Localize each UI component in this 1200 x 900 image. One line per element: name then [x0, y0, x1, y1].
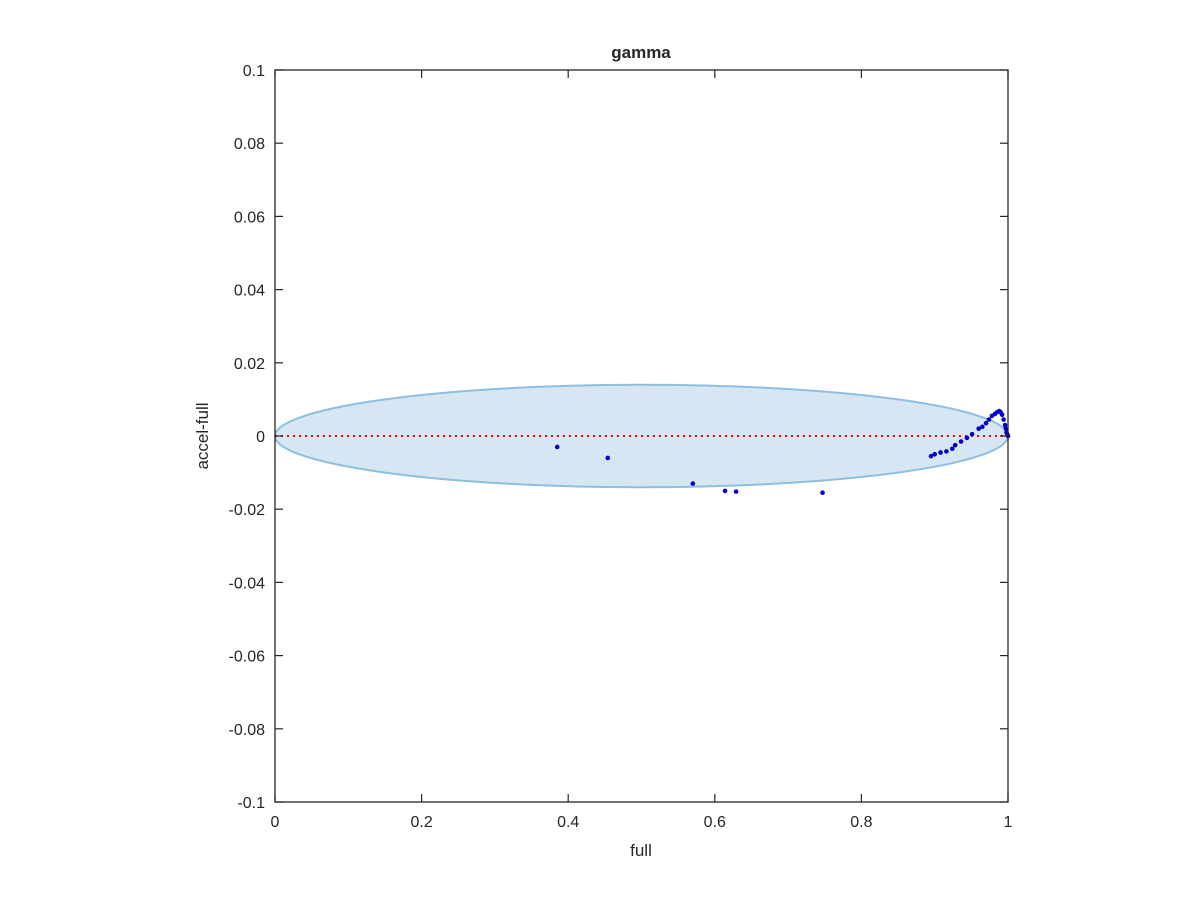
data-point — [1001, 417, 1006, 422]
y-tick-label: 0.08 — [234, 136, 265, 153]
data-point — [964, 435, 970, 441]
y-tick-label: 0.04 — [234, 283, 265, 300]
x-tick-label: 0.2 — [410, 814, 432, 831]
data-point — [928, 453, 934, 459]
data-point — [820, 490, 825, 496]
points-layer — [554, 408, 1011, 496]
data-point — [605, 455, 611, 461]
chart-title: gamma — [611, 43, 671, 62]
x-tick-label: 0.4 — [557, 814, 579, 831]
y-tick-labels: -0.1 -0.08 -0.06 -0.04 -0.02 0 0.02 0.04 0.06 0.0… — [229, 63, 266, 812]
x-tick-labels: 0 0.2 0.4 0.6 0.8 1 — [271, 814, 1013, 831]
data-point — [938, 450, 943, 455]
data-point — [983, 420, 989, 426]
y-tick-label: -0.06 — [229, 649, 266, 666]
data-point — [733, 489, 739, 494]
y-tick-label: 0.02 — [234, 356, 265, 373]
data-point — [952, 442, 958, 448]
data-point — [980, 424, 985, 430]
x-tick-label: 1 — [1004, 814, 1013, 831]
data-point — [554, 444, 560, 450]
y-tick-label: 0.1 — [243, 63, 265, 80]
x-axis-label: full — [630, 841, 652, 860]
data-point — [722, 488, 728, 494]
data-point — [986, 417, 992, 422]
y-tick-label: -0.1 — [237, 795, 265, 812]
y-tick-label: 0 — [256, 429, 265, 446]
data-point — [949, 446, 955, 452]
data-point — [958, 439, 964, 444]
data-point — [932, 452, 937, 457]
y-tick-label: -0.08 — [229, 722, 266, 739]
data-point — [1003, 426, 1009, 431]
data-point — [999, 412, 1005, 418]
data-point — [690, 481, 696, 486]
y-axis-label: accel-full — [193, 402, 212, 469]
data-point — [976, 426, 981, 431]
data-point — [944, 449, 949, 454]
data-point — [1002, 422, 1008, 428]
y-tick-label: -0.02 — [229, 502, 266, 519]
x-tick-label: 0.6 — [704, 814, 726, 831]
data-point — [969, 431, 975, 437]
y-tick-label: 0.06 — [234, 209, 265, 226]
plot-area — [274, 383, 1011, 496]
x-tick-label: 0.8 — [850, 814, 872, 831]
x-tick-label: 0 — [271, 814, 280, 831]
y-tick-label: -0.04 — [229, 575, 266, 592]
axes — [274, 69, 1009, 803]
